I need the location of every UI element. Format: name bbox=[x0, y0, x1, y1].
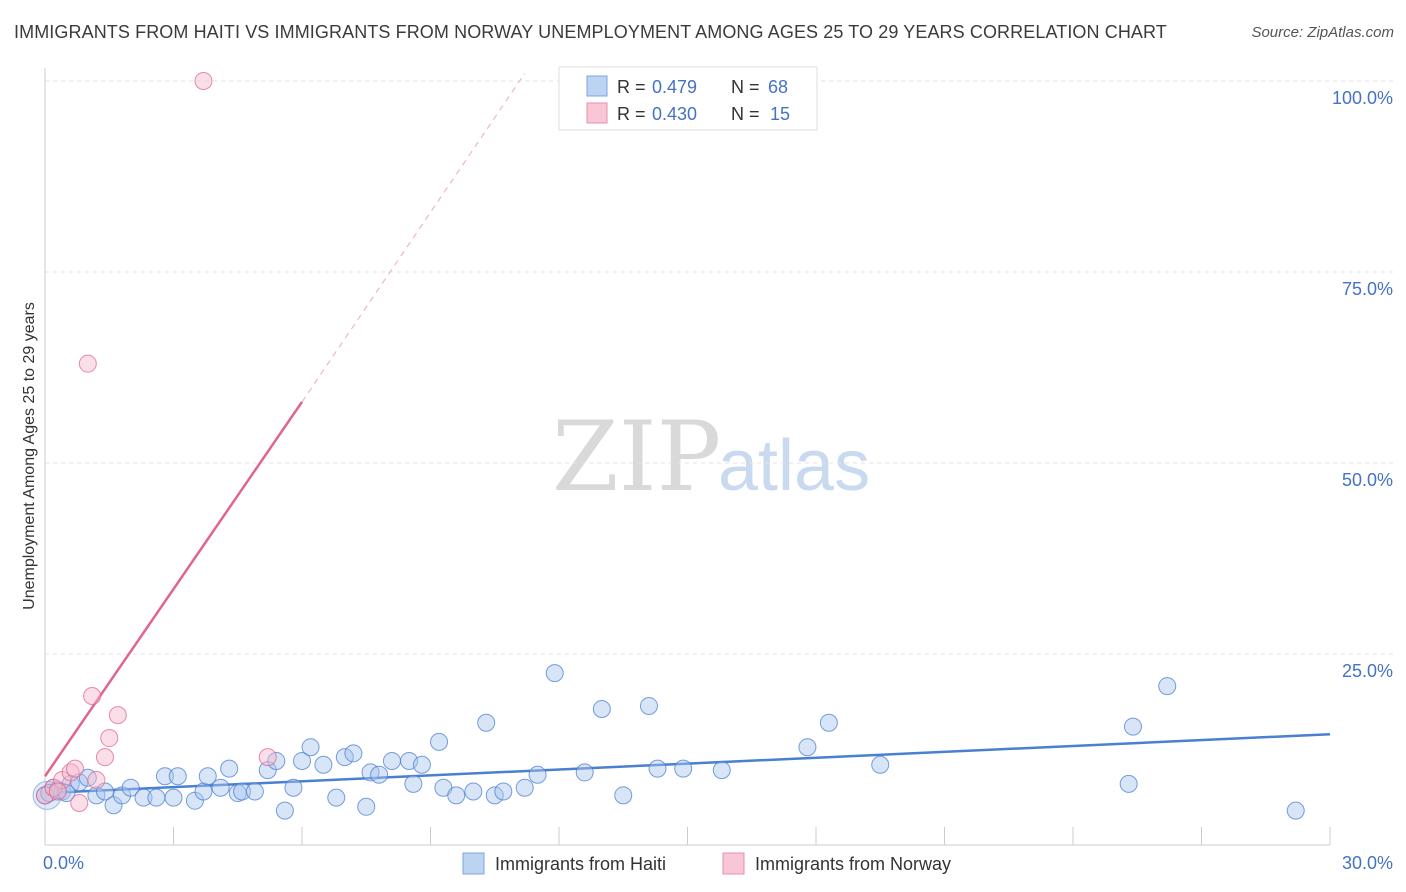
haiti-point bbox=[575, 763, 594, 782]
tick-labels: 25.0% 50.0% 75.0% 100.0% 0.0% 30.0% bbox=[43, 88, 1393, 873]
haiti-point bbox=[220, 759, 239, 778]
legend-norway-label: Immigrants from Norway bbox=[755, 854, 951, 874]
haiti-point bbox=[464, 782, 483, 801]
watermark-atlas: atlas bbox=[718, 426, 870, 506]
grid bbox=[45, 80, 1395, 655]
watermark-zip: ZIP bbox=[552, 401, 721, 513]
haiti-point bbox=[528, 765, 547, 784]
haiti-point bbox=[674, 759, 693, 778]
haiti-point bbox=[430, 732, 449, 751]
y-axis-title: Unemployment Among Ages 25 to 29 years bbox=[21, 302, 38, 610]
y-tick-label: 50.0% bbox=[1342, 470, 1393, 490]
norway-r-label: R = bbox=[617, 104, 646, 124]
legend-norway-icon bbox=[722, 852, 745, 875]
x-tick-label: 30.0% bbox=[1342, 853, 1393, 873]
haiti-point bbox=[412, 755, 431, 774]
haiti-point bbox=[87, 786, 106, 805]
haiti-point bbox=[267, 751, 286, 770]
haiti-point bbox=[134, 788, 153, 807]
haiti-point bbox=[648, 759, 667, 778]
haiti-point bbox=[1123, 717, 1142, 736]
haiti-point bbox=[485, 786, 504, 805]
haiti-n-value: 68 bbox=[768, 77, 788, 97]
source-label: Source: ZipAtlas.com bbox=[1251, 24, 1394, 41]
norway-point bbox=[87, 771, 106, 790]
legend-haiti-label: Immigrants from Haiti bbox=[495, 854, 666, 874]
haiti-point bbox=[314, 755, 333, 774]
haiti-point bbox=[233, 782, 252, 801]
norway-point bbox=[65, 759, 84, 778]
haiti-point bbox=[614, 786, 633, 805]
haiti-point bbox=[370, 765, 389, 784]
haiti-point bbox=[147, 788, 166, 807]
haiti-point bbox=[494, 782, 513, 801]
x-tick-label: 0.0% bbox=[43, 853, 84, 873]
haiti-point bbox=[327, 788, 346, 807]
haiti-point bbox=[121, 778, 140, 797]
norway-point bbox=[108, 706, 127, 725]
haiti-point bbox=[447, 786, 466, 805]
norway-point bbox=[100, 729, 119, 748]
norway-swatch-icon bbox=[586, 102, 608, 124]
haiti-point bbox=[1158, 677, 1177, 696]
trendline-norway bbox=[43, 401, 304, 777]
y-tick-label: 75.0% bbox=[1342, 279, 1393, 299]
haiti-r-value: 0.479 bbox=[652, 77, 697, 97]
norway-point bbox=[95, 748, 114, 767]
haiti-point bbox=[1119, 774, 1138, 793]
trendline-norway-extension bbox=[301, 73, 526, 403]
haiti-point bbox=[211, 778, 230, 797]
haiti-point bbox=[284, 778, 303, 797]
haiti-point bbox=[798, 738, 817, 757]
norway-point bbox=[48, 782, 67, 801]
haiti-point bbox=[194, 782, 213, 801]
y-tick-label: 100.0% bbox=[1332, 88, 1393, 108]
legend-haiti-icon bbox=[462, 852, 485, 875]
norway-point bbox=[258, 748, 277, 767]
haiti-point bbox=[155, 767, 174, 786]
haiti-point bbox=[168, 767, 187, 786]
trendlines bbox=[43, 73, 1331, 795]
haiti-swatch-icon bbox=[586, 75, 608, 97]
haiti-point bbox=[592, 700, 611, 719]
haiti-point bbox=[477, 713, 496, 732]
axes bbox=[44, 68, 1331, 846]
stats-legend: R = 0.479 N = 68 R = 0.430 N = 15 bbox=[558, 66, 818, 131]
data-points bbox=[32, 72, 1305, 820]
norway-point bbox=[83, 687, 102, 706]
norway-point bbox=[70, 793, 89, 812]
haiti-point bbox=[515, 778, 534, 797]
norway-n-label: N = bbox=[731, 104, 760, 124]
norway-point bbox=[194, 72, 213, 90]
trendline-haiti bbox=[44, 732, 1331, 795]
haiti-point bbox=[335, 748, 354, 767]
haiti-point bbox=[245, 782, 264, 801]
chart-title: IMMIGRANTS FROM HAITI VS IMMIGRANTS FROM… bbox=[14, 22, 1167, 42]
haiti-point bbox=[1286, 801, 1305, 820]
haiti-point bbox=[164, 788, 183, 807]
haiti-point bbox=[293, 751, 311, 770]
haiti-r-label: R = bbox=[617, 77, 646, 97]
haiti-point bbox=[198, 767, 217, 786]
haiti-point bbox=[871, 755, 890, 774]
norway-point bbox=[78, 354, 97, 373]
norway-n-value: 15 bbox=[770, 104, 790, 124]
haiti-point bbox=[712, 761, 731, 780]
y-tick-label: 25.0% bbox=[1342, 661, 1393, 681]
haiti-point bbox=[819, 713, 838, 732]
haiti-point bbox=[639, 696, 658, 715]
haiti-n-label: N = bbox=[731, 77, 760, 97]
norway-r-value: 0.430 bbox=[652, 104, 697, 124]
haiti-point bbox=[275, 801, 294, 820]
haiti-point bbox=[382, 751, 401, 770]
haiti-point bbox=[344, 744, 363, 763]
haiti-point bbox=[301, 738, 320, 757]
series-legend: Immigrants from Haiti Immigrants from No… bbox=[462, 852, 951, 875]
haiti-point bbox=[357, 797, 376, 816]
haiti-point bbox=[545, 664, 564, 683]
haiti-point bbox=[404, 774, 423, 793]
